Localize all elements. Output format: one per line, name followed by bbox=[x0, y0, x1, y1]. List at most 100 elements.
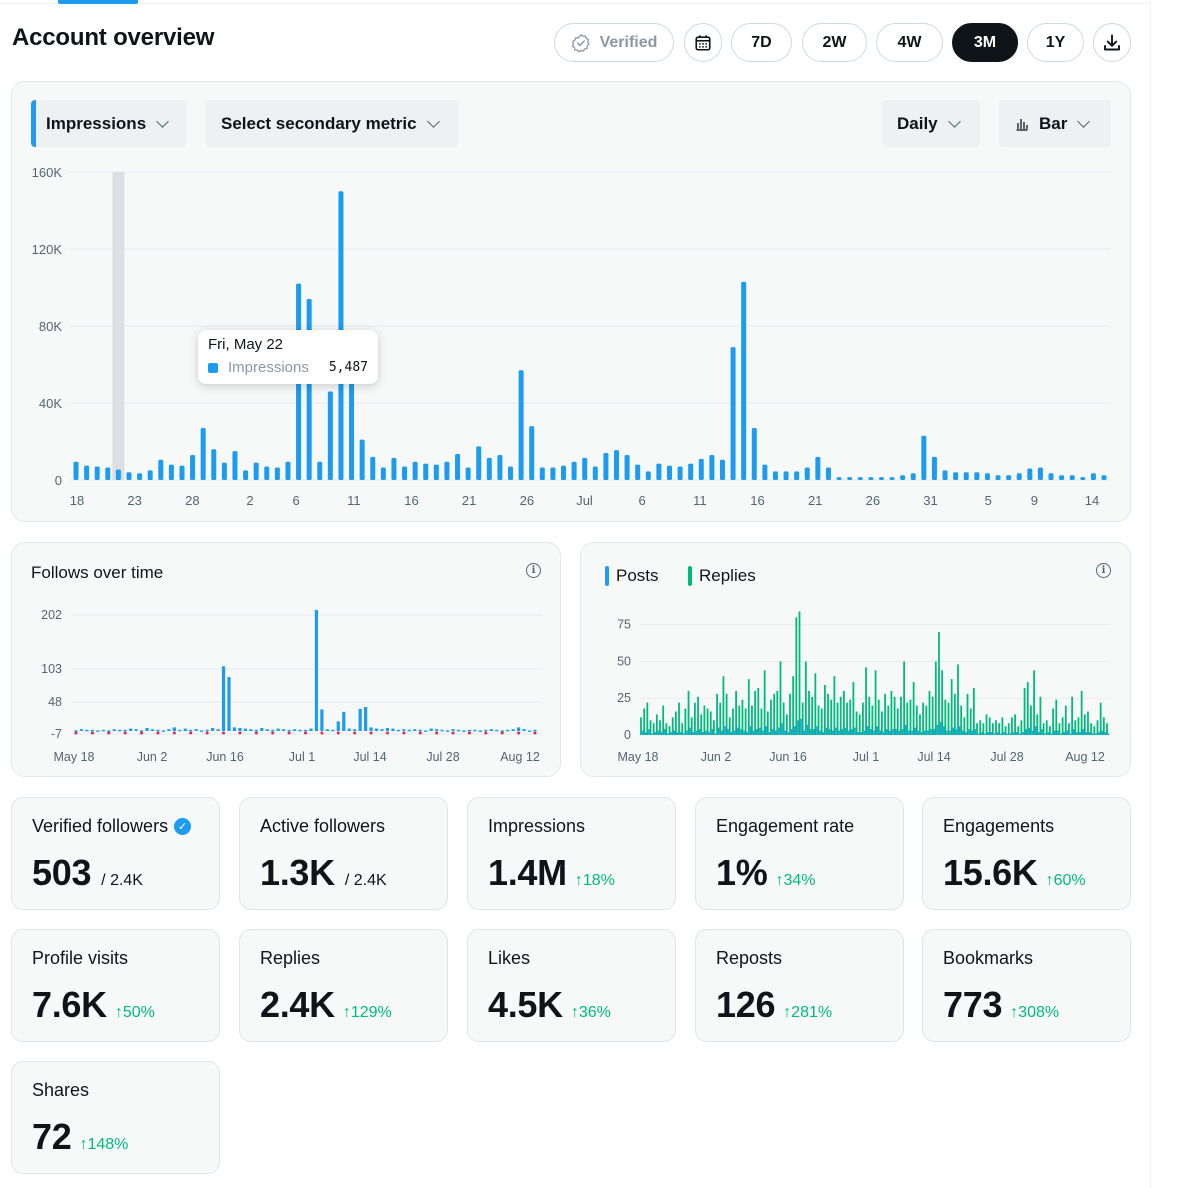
stat-card-reposts[interactable]: Reposts 126 ↑281% bbox=[695, 929, 904, 1042]
calendar-button[interactable] bbox=[684, 23, 722, 62]
info-icon[interactable]: i bbox=[526, 563, 541, 578]
stat-card-likes[interactable]: Likes 4.5K ↑36% bbox=[467, 929, 676, 1042]
impressions-bar bbox=[719, 459, 725, 480]
legend-replies[interactable]: Replies bbox=[688, 566, 756, 586]
follows-bar bbox=[380, 729, 384, 731]
stat-card-profile-visits[interactable]: Profile visits 7.6K ↑50% bbox=[11, 929, 220, 1042]
impressions-bar bbox=[327, 391, 333, 480]
x-tick-label: 6 bbox=[293, 493, 300, 508]
verified-filter-button[interactable]: Verified bbox=[554, 23, 674, 62]
replies-bar bbox=[741, 699, 744, 735]
follows-bar bbox=[424, 730, 428, 732]
follows-bar bbox=[517, 727, 521, 731]
replies-bar bbox=[976, 723, 978, 735]
stat-card-engagement-rate[interactable]: Engagement rate 1% ↑34% bbox=[695, 797, 904, 910]
impressions-bar bbox=[1101, 475, 1107, 480]
follows-bar bbox=[287, 729, 291, 732]
impressions-bar bbox=[455, 454, 461, 480]
follows-bar bbox=[451, 729, 455, 731]
unfollow-marker bbox=[484, 731, 488, 735]
legend-posts[interactable]: Posts bbox=[605, 566, 659, 586]
stat-card-verified-followers[interactable]: Verified followers ✓ 503 / 2.4K bbox=[11, 797, 220, 910]
replies-bar bbox=[674, 711, 677, 735]
posts-bar bbox=[1031, 730, 1034, 735]
download-button[interactable] bbox=[1093, 23, 1131, 62]
follows-bar bbox=[90, 729, 94, 732]
active-tab-indicator bbox=[58, 0, 138, 4]
range-1y-button[interactable]: 1Y bbox=[1027, 23, 1084, 62]
posts-bar bbox=[762, 730, 764, 735]
impressions-bar bbox=[921, 435, 927, 480]
posts-bar bbox=[993, 733, 996, 735]
follows-bar bbox=[298, 729, 302, 732]
impressions-bar bbox=[94, 466, 100, 480]
x-tick-label: Jun 16 bbox=[769, 750, 807, 764]
posts-bar bbox=[759, 727, 761, 735]
posts-bar bbox=[1079, 732, 1081, 735]
follows-bar bbox=[489, 729, 493, 731]
posts-bar bbox=[930, 729, 932, 735]
impressions-bar bbox=[751, 428, 757, 480]
impressions-bar bbox=[868, 477, 874, 480]
range-2w-button[interactable]: 2W bbox=[802, 23, 867, 62]
stat-change: ↑36% bbox=[570, 1004, 611, 1021]
x-tick-label: Jul 14 bbox=[353, 750, 386, 764]
posts-bar bbox=[1003, 732, 1005, 735]
replies-bar bbox=[982, 723, 985, 735]
stat-card-shares[interactable]: Shares 72 ↑148% bbox=[11, 1061, 220, 1174]
follows-bar bbox=[189, 729, 193, 732]
replies-bar bbox=[1061, 717, 1064, 735]
replies-bar bbox=[738, 705, 741, 735]
replies-bar bbox=[1071, 696, 1074, 735]
posts-bar bbox=[673, 730, 676, 735]
primary-metric-dropdown[interactable]: Impressions bbox=[31, 100, 186, 147]
impressions-bar bbox=[794, 471, 800, 480]
impressions-bar bbox=[836, 477, 842, 480]
replies-bar bbox=[896, 708, 899, 735]
replies-bar bbox=[938, 632, 940, 735]
replies-bar bbox=[966, 693, 969, 735]
granularity-dropdown[interactable]: Daily bbox=[882, 100, 980, 147]
posts-bar bbox=[962, 730, 964, 735]
info-icon[interactable]: i bbox=[1096, 563, 1111, 578]
unfollow-marker bbox=[353, 731, 357, 735]
stat-card-replies[interactable]: Replies 2.4K ↑129% bbox=[239, 929, 448, 1042]
stat-card-bookmarks[interactable]: Bookmarks 773 ↑308% bbox=[922, 929, 1131, 1042]
chart-type-dropdown[interactable]: Bar bbox=[999, 100, 1111, 147]
follows-bar bbox=[303, 729, 308, 732]
stat-label: Shares bbox=[32, 1080, 90, 1100]
y-tick-label: 103 bbox=[41, 662, 62, 676]
replies-bar bbox=[817, 705, 820, 735]
secondary-metric-dropdown[interactable]: Select secondary metric bbox=[206, 100, 458, 147]
replies-bar bbox=[941, 670, 944, 735]
replies-bar bbox=[1020, 720, 1023, 735]
range-3m-button[interactable]: 3M bbox=[952, 23, 1018, 62]
stat-card-engagements[interactable]: Engagements 15.6K ↑60% bbox=[922, 797, 1131, 910]
impressions-bar bbox=[423, 463, 429, 480]
stat-card-active-followers[interactable]: Active followers 1.3K / 2.4K bbox=[239, 797, 448, 910]
replies-bar bbox=[1074, 720, 1077, 735]
range-4w-button[interactable]: 4W bbox=[876, 23, 943, 62]
hover-highlight bbox=[112, 172, 125, 480]
posts-bar bbox=[1006, 733, 1008, 735]
x-tick-label: 14 bbox=[1085, 493, 1099, 508]
replies-bar bbox=[1096, 720, 1099, 735]
stat-label: Impressions bbox=[488, 816, 586, 836]
y-tick-label: 25 bbox=[617, 691, 631, 705]
replies-bar bbox=[811, 696, 814, 735]
impressions-bar bbox=[221, 462, 227, 480]
posts-bar bbox=[809, 729, 812, 735]
posts-bar bbox=[752, 730, 755, 735]
replies-bar bbox=[776, 690, 779, 735]
posts-bar bbox=[717, 727, 720, 735]
impressions-bar bbox=[402, 466, 408, 480]
follows-bar bbox=[331, 729, 335, 732]
impressions-bar bbox=[444, 461, 450, 480]
replies-bar bbox=[830, 699, 833, 735]
impressions-bar bbox=[1069, 475, 1075, 480]
replies-bar bbox=[728, 717, 731, 735]
range-7d-button[interactable]: 7D bbox=[731, 23, 792, 62]
stat-card-impressions[interactable]: Impressions 1.4M ↑18% bbox=[467, 797, 676, 910]
impressions-bar bbox=[635, 464, 641, 480]
